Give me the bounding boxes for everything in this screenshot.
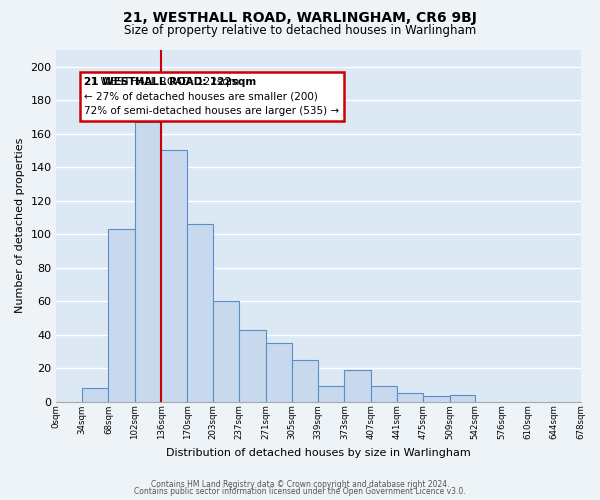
Bar — [135, 122, 161, 402]
Bar — [450, 395, 475, 402]
Bar — [161, 150, 187, 402]
Text: 21 WESTHALL ROAD: 122sqm
← 27% of detached houses are smaller (200)
72% of semi-: 21 WESTHALL ROAD: 122sqm ← 27% of detach… — [85, 77, 340, 116]
Bar — [292, 360, 318, 402]
Bar — [371, 386, 397, 402]
Text: Size of property relative to detached houses in Warlingham: Size of property relative to detached ho… — [124, 24, 476, 37]
Y-axis label: Number of detached properties: Number of detached properties — [15, 138, 25, 314]
Bar — [266, 343, 292, 402]
Bar — [318, 386, 344, 402]
Bar — [187, 224, 213, 402]
Bar — [397, 393, 424, 402]
Bar — [109, 229, 135, 402]
Bar — [424, 396, 450, 402]
Text: 21 WESTHALL ROAD: 122sqm: 21 WESTHALL ROAD: 122sqm — [85, 77, 257, 87]
Text: Contains HM Land Registry data © Crown copyright and database right 2024.: Contains HM Land Registry data © Crown c… — [151, 480, 449, 489]
Bar — [239, 330, 266, 402]
Bar — [344, 370, 371, 402]
X-axis label: Distribution of detached houses by size in Warlingham: Distribution of detached houses by size … — [166, 448, 470, 458]
Text: Contains public sector information licensed under the Open Government Licence v3: Contains public sector information licen… — [134, 488, 466, 496]
Text: 21, WESTHALL ROAD, WARLINGHAM, CR6 9BJ: 21, WESTHALL ROAD, WARLINGHAM, CR6 9BJ — [123, 11, 477, 25]
Bar — [213, 301, 239, 402]
Bar — [82, 388, 109, 402]
